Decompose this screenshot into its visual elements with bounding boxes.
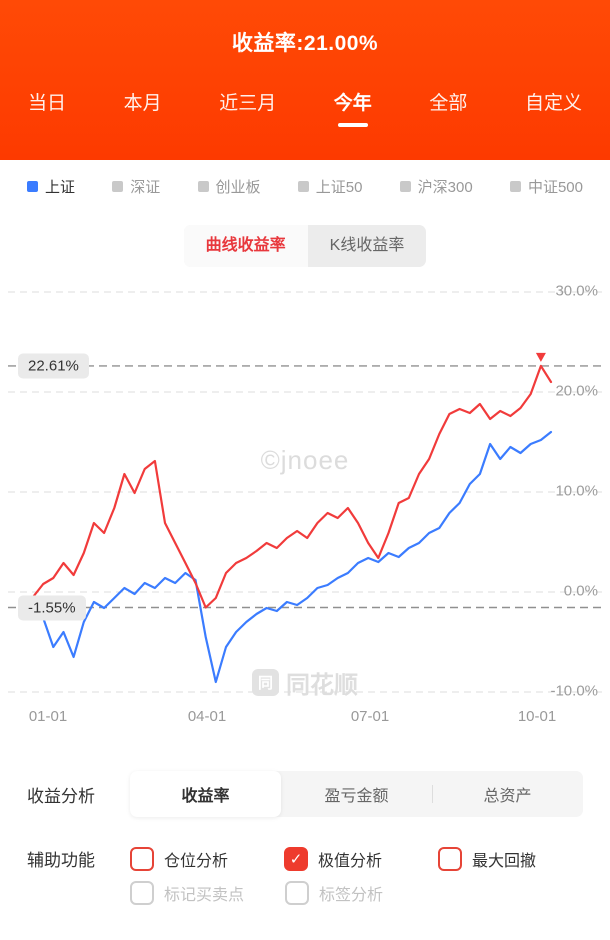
toggle-kline-return[interactable]: K线收益率 xyxy=(329,237,405,254)
y-axis-label: 30.0% xyxy=(555,282,598,300)
checkbox-position-analysis[interactable]: 仓位分析 xyxy=(130,846,229,871)
legend-label: 沪深300 xyxy=(417,178,473,196)
legend-label: 创业板 xyxy=(215,178,261,196)
tab-label: 全部 xyxy=(429,93,468,114)
legend-label: 上证 xyxy=(45,178,76,196)
aux-items: 仓位分析 极值分析 最大回撤 xyxy=(130,846,537,871)
segment-profit-amount[interactable]: 盈亏金额 xyxy=(324,788,389,805)
checkbox-label: 标签分析 xyxy=(319,887,384,904)
tab-custom[interactable]: 自定义 xyxy=(525,88,582,127)
tab-label: 自定义 xyxy=(524,93,582,114)
tab-label: 今年 xyxy=(333,93,372,114)
watermark-jnoee: ©jnoee xyxy=(260,445,350,475)
x-axis: 01-01 04-01 07-01 10-01 xyxy=(0,708,610,730)
checkbox-label: 仓位分析 xyxy=(164,852,229,870)
legend-label: 上证50 xyxy=(315,178,363,196)
checkbox-label: 极值分析 xyxy=(318,852,383,870)
checkbox-mark-trades[interactable]: 标记买卖点 xyxy=(130,881,244,905)
active-tab-underline xyxy=(337,123,368,127)
brand-name: 同花顺 xyxy=(286,672,358,699)
x-axis-label: 10-01 xyxy=(517,708,557,725)
legend-swatch xyxy=(297,180,309,192)
analysis-section: 收益分析 收益率 盈亏金额 总资产 xyxy=(0,771,610,817)
tab-label: 当日 xyxy=(28,93,67,114)
chart-canvas[interactable] xyxy=(0,280,610,710)
checkbox-label: 最大回撤 xyxy=(472,852,537,870)
return-chart: 30.0% 20.0% 10.0% 0.0% -10.0% 22.61% -1.55% … xyxy=(0,280,610,735)
checkbox-tag-analysis[interactable]: 标签分析 xyxy=(285,881,383,905)
brand-watermark: 同 同花顺 xyxy=(252,665,358,700)
tab-underline xyxy=(32,123,62,127)
chart-type-toggle: 曲线收益率 K线收益率 xyxy=(183,225,427,267)
checkbox-icon xyxy=(130,846,154,871)
tab-this-year[interactable]: 今年 xyxy=(334,88,372,127)
tab-label: 近三月 xyxy=(219,93,277,114)
period-tabs: 当日 本月 近三月 今年 全部 自定义 xyxy=(0,88,610,127)
legend-label: 深证 xyxy=(130,178,161,196)
legend-swatch xyxy=(399,180,411,192)
legend-swatch xyxy=(197,180,209,192)
legend-item-zz500[interactable]: 中证500 xyxy=(509,176,583,197)
aux-section-label: 辅助功能 xyxy=(27,851,95,870)
legend-item-hs300[interactable]: 沪深300 xyxy=(399,176,473,197)
min-value-label: -1.55% xyxy=(18,595,86,620)
ths-logo-icon: 同 xyxy=(252,669,279,696)
checkbox-icon xyxy=(130,881,154,905)
checkbox-extreme-analysis[interactable]: 极值分析 xyxy=(284,846,383,871)
analysis-segmented-control: 收益率 盈亏金额 总资产 xyxy=(130,771,583,817)
legend-item-shangzheng[interactable]: 上证 xyxy=(27,176,75,197)
y-axis-label: 0.0% xyxy=(563,582,598,600)
y-axis-label: -10.0% xyxy=(550,682,598,700)
tab-underline xyxy=(538,123,568,127)
legend-swatch xyxy=(112,180,124,192)
x-axis-label: 07-01 xyxy=(350,708,390,725)
index-legend: 上证 深证 创业板 上证50 沪深300 中证500 xyxy=(0,160,610,212)
x-axis-label: 04-01 xyxy=(187,708,227,725)
legend-item-chuangyeban[interactable]: 创业板 xyxy=(197,176,261,197)
tab-this-month[interactable]: 本月 xyxy=(124,88,162,127)
checkbox-label: 标记买卖点 xyxy=(164,887,245,904)
page-title: 收益率:21.00% xyxy=(231,32,379,55)
chart-type-toggle-row: 曲线收益率 K线收益率 xyxy=(0,212,610,280)
aux-section: 辅助功能 仓位分析 极值分析 最大回撤 xyxy=(0,846,610,871)
tab-today[interactable]: 当日 xyxy=(28,88,66,127)
analysis-section-label: 收益分析 xyxy=(27,786,95,806)
legend-swatch xyxy=(509,180,521,192)
tab-underline xyxy=(233,123,263,127)
segment-total-assets[interactable]: 总资产 xyxy=(432,771,583,817)
app: 收益率:21.00% 当日 本月 近三月 今年 全部 xyxy=(0,0,610,905)
checkbox-checked-icon xyxy=(284,846,309,871)
aux-items-row2: 标记买卖点 标签分析 xyxy=(0,881,610,905)
header: 收益率:21.00% 当日 本月 近三月 今年 全部 xyxy=(0,0,610,160)
tab-three-months[interactable]: 近三月 xyxy=(219,88,276,127)
checkbox-max-drawdown[interactable]: 最大回撤 xyxy=(438,846,537,871)
checkbox-icon xyxy=(285,881,310,905)
tab-underline xyxy=(433,123,463,127)
x-axis-label: 01-01 xyxy=(28,708,68,725)
tab-underline xyxy=(128,123,158,127)
checkbox-icon xyxy=(438,846,463,871)
toggle-curve-return[interactable]: 曲线收益率 xyxy=(183,225,308,267)
max-value-label: 22.61% xyxy=(18,353,89,379)
y-axis-label: 10.0% xyxy=(555,482,598,500)
legend-item-shenzheng[interactable]: 深证 xyxy=(112,176,160,197)
tab-label: 本月 xyxy=(123,93,162,114)
legend-label: 中证500 xyxy=(527,178,583,196)
tab-all[interactable]: 全部 xyxy=(429,88,467,127)
legend-item-sz50[interactable]: 上证50 xyxy=(297,176,363,197)
legend-swatch xyxy=(27,180,38,192)
y-axis-label: 20.0% xyxy=(555,382,598,400)
segment-return-rate[interactable]: 收益率 xyxy=(130,771,281,817)
